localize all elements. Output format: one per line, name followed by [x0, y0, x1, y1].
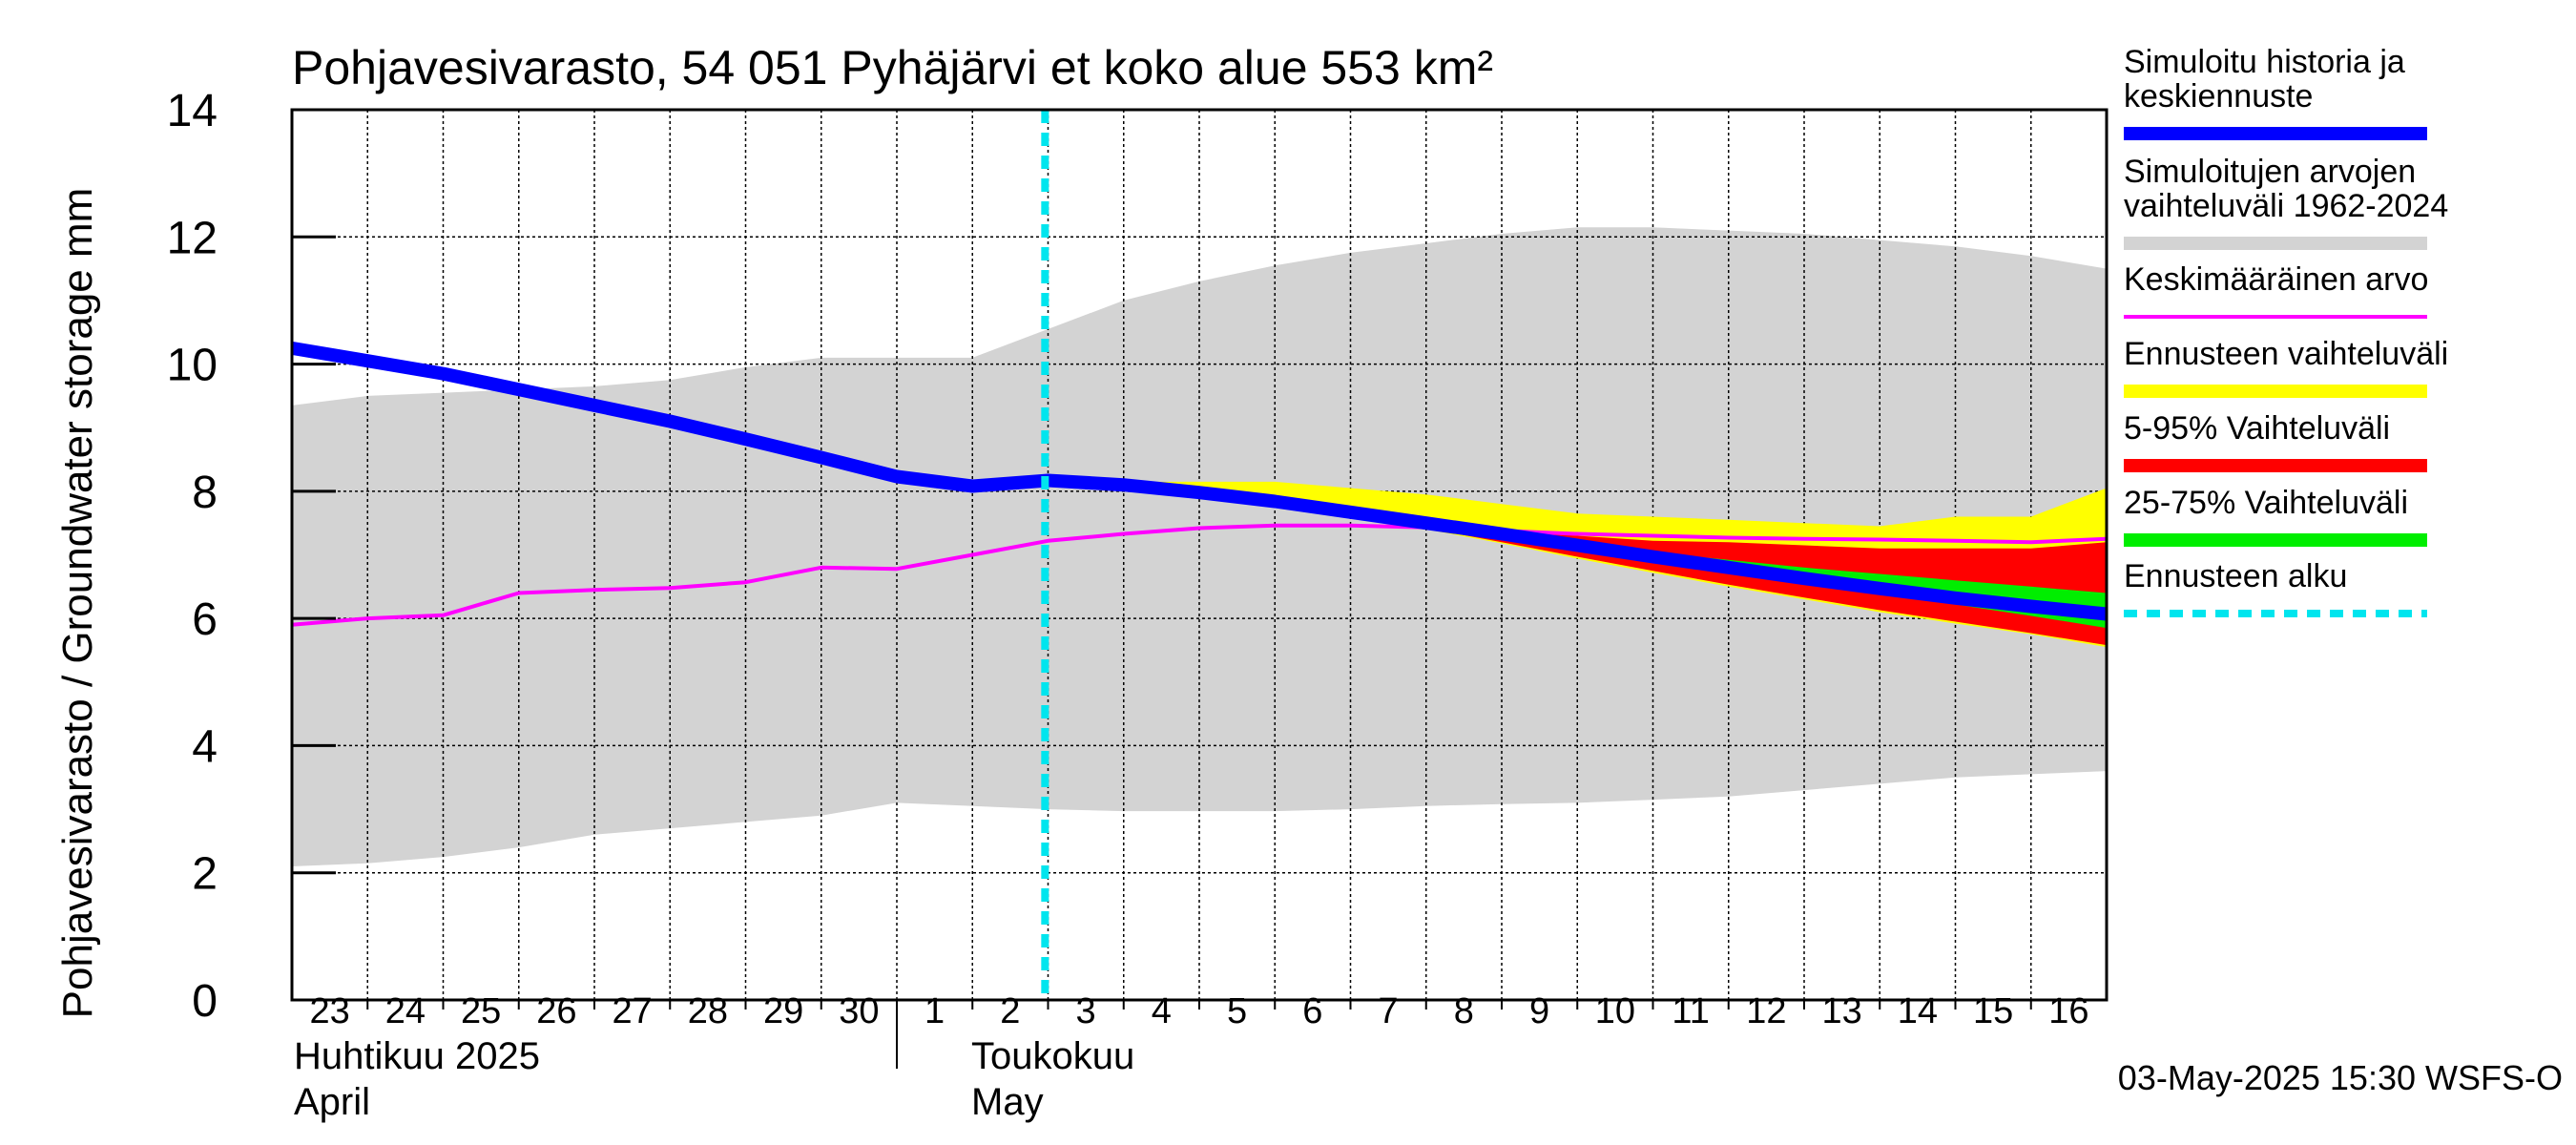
forecast-bands — [1048, 480, 2107, 648]
timestamp: 03-May-2025 15:30 WSFS-O — [2118, 1058, 2563, 1097]
x-tick-label: 8 — [1454, 991, 1474, 1031]
band-5-95-vaihteluvali — [1048, 480, 2107, 646]
x-tick-label: 15 — [1973, 991, 2013, 1031]
x-tick-label: 14 — [1898, 991, 1938, 1031]
legend-label: vaihteluväli 1962-2024 — [2124, 188, 2448, 224]
line-simuloitu-historia-ja-keskiennuste — [290, 341, 2108, 621]
x-tick-label: 28 — [688, 991, 728, 1031]
chart-title: Pohjavesivarasto, 54 051 Pyhäjärvi et ko… — [292, 41, 1493, 94]
y-tick-label: 2 — [192, 849, 218, 900]
legend-label: 5-95% Vaihteluväli — [2124, 410, 2390, 447]
month-label-april-fi: Huhtikuu 2025 — [294, 1035, 540, 1077]
x-tick-label: 12 — [1746, 991, 1786, 1031]
x-tick-label: 29 — [763, 991, 803, 1031]
legend-label: Simuloitu historia ja — [2124, 44, 2405, 80]
x-tick-label: 4 — [1152, 991, 1172, 1031]
y-tick-label: 8 — [192, 468, 218, 518]
y-tick-label: 4 — [192, 721, 218, 772]
legend-label: Ennusteen alku — [2124, 558, 2347, 594]
y-tick-label: 14 — [167, 86, 218, 136]
month-label-april-en: April — [294, 1081, 370, 1123]
x-tick-label: 16 — [2048, 991, 2088, 1031]
month-label-may-fi: Toukokuu — [971, 1035, 1134, 1077]
x-tick-label: 13 — [1821, 991, 1861, 1031]
x-tick-label: 30 — [839, 991, 879, 1031]
line-keskimaarainen-arvo — [291, 523, 2108, 627]
legend-label: Ennusteen vaihteluväli — [2124, 336, 2448, 372]
legend-item-keskimaarainen-arvo: Keskimääräinen arvo — [2124, 261, 2428, 319]
y-tick-label: 12 — [167, 213, 218, 263]
y-tick-label: 0 — [192, 976, 218, 1027]
legend-label: Keskimääräinen arvo — [2124, 261, 2428, 298]
plot-area — [290, 108, 2109, 1002]
month-labels: Huhtikuu 2025 April Toukokuu May — [294, 1035, 1134, 1123]
y-axis: 0 2 4 6 8 10 12 14 — [167, 86, 336, 1027]
legend-item-ennusteen-vaihteluvali: Ennusteen vaihteluväli — [2124, 336, 2448, 398]
x-tick-label: 11 — [1672, 991, 1709, 1031]
x-axis: 23 24 25 26 27 28 29 30 1 2 3 4 5 6 7 8 9 10 11 12 13 14 15 16 — [309, 991, 2089, 1069]
x-tick-label: 23 — [309, 991, 349, 1031]
x-tick-label: 1 — [924, 991, 945, 1031]
legend-label: Simuloitujen arvojen — [2124, 154, 2416, 190]
legend: Simuloitu historia jakeskiennusteSimuloi… — [2124, 44, 2448, 617]
x-tick-label: 6 — [1302, 991, 1322, 1031]
x-tick-label: 7 — [1379, 991, 1399, 1031]
y-tick-label: 6 — [192, 594, 218, 645]
x-tick-label: 10 — [1595, 991, 1635, 1031]
x-tick-label: 27 — [612, 991, 652, 1031]
legend-label: keskiennuste — [2124, 78, 2313, 114]
legend-item-ennusteen-alku: Ennusteen alku — [2124, 558, 2427, 617]
x-tick-label: 2 — [1000, 991, 1020, 1031]
legend-item-5-95-vaihteluvali: 5-95% Vaihteluväli — [2124, 410, 2427, 472]
x-tick-label: 5 — [1227, 991, 1247, 1031]
band-ennusteen-vaihteluvali — [1048, 480, 2107, 648]
month-label-may-en: May — [971, 1081, 1044, 1123]
y-axis-label: Pohjavesivarasto / Groundwater storage m… — [54, 188, 101, 1019]
legend-item-25-75-vaihteluvali: 25-75% Vaihteluväli — [2124, 485, 2427, 547]
x-tick-label: 24 — [385, 991, 426, 1031]
x-tick-label: 25 — [461, 991, 501, 1031]
y-tick-label: 10 — [167, 341, 218, 391]
x-tick-label: 26 — [536, 991, 576, 1031]
x-tick-label: 9 — [1529, 991, 1549, 1031]
x-tick-label: 3 — [1076, 991, 1096, 1031]
legend-label: 25-75% Vaihteluväli — [2124, 485, 2408, 521]
series-lines — [290, 341, 2108, 627]
